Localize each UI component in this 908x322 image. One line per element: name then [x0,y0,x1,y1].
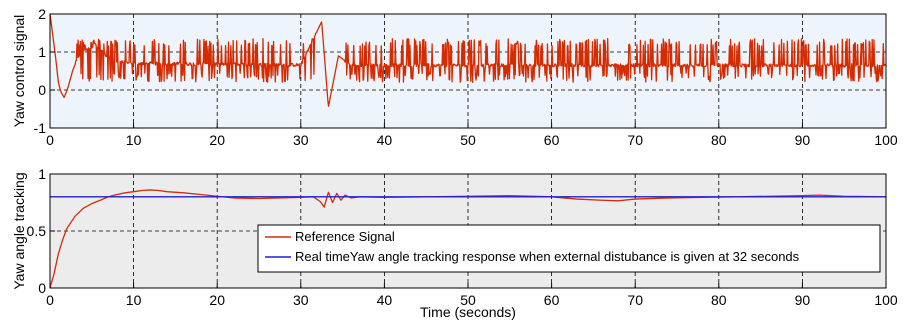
x-tick-label: 60 [544,292,560,308]
x-tick-label: 70 [627,292,643,308]
yaw-tracking-y-ticks: 00.51 [27,166,55,296]
yaw-tracking-panel: 0 10 20 30 40 50 60 70 80 90 100 00.51 Yaw angle t… [11,166,898,320]
y-tick-label: 0 [38,82,46,98]
yaw-tracking-series [49,189,887,289]
x-tick-label: 50 [460,132,476,148]
x-tick-label: 10 [126,292,142,308]
x-tick-label: 40 [377,132,393,148]
x-tick-label: 90 [795,292,811,308]
x-tick-label: 70 [627,132,643,148]
legend-label-reference: Reference Signal [295,229,395,244]
x-tick-label: 0 [46,132,54,148]
x-tick-label: 90 [795,132,811,148]
x-tick-label: 20 [209,132,225,148]
series-line [49,189,887,289]
x-tick-label: 20 [209,292,225,308]
yaw-tracking-y-axis-label: Yaw angle tracking [11,172,27,289]
y-tick-label: 0 [38,280,46,296]
x-tick-label: 100 [874,132,898,148]
x-tick-label: 40 [377,292,393,308]
x-tick-label: 80 [711,292,727,308]
y-tick-label: -1 [34,120,47,136]
x-tick-label: 100 [874,292,898,308]
control-signal-series [49,13,886,107]
x-tick-label: 30 [293,292,309,308]
series-line [49,13,886,107]
control-signal-y-ticks: -1 0 1 2 [34,6,55,136]
control-signal-x-ticks: 0 10 20 30 40 50 60 70 80 90 100 [46,123,898,148]
x-tick-label: 80 [711,132,727,148]
x-tick-label: 30 [293,132,309,148]
x-tick-label: 50 [460,292,476,308]
yaw-tracking-x-ticks: 0 10 20 30 40 50 60 70 80 90 100 [46,283,898,308]
control-signal-y-axis-label: Yaw control signal [11,15,27,128]
x-tick-label: 0 [46,292,54,308]
legend: Reference Signal Real timeYaw angle trac… [257,224,881,273]
y-tick-label: 1 [38,166,46,182]
y-tick-label: 1 [38,44,46,60]
x-tick-label: 60 [544,132,560,148]
legend-label-tracking: Real timeYaw angle tracking response whe… [295,249,800,264]
y-tick-label: 0.5 [27,223,47,239]
time-x-axis-label: Time (seconds) [420,304,516,320]
x-tick-label: 10 [126,132,142,148]
y-tick-label: 2 [38,6,46,22]
legend-box [257,224,881,273]
